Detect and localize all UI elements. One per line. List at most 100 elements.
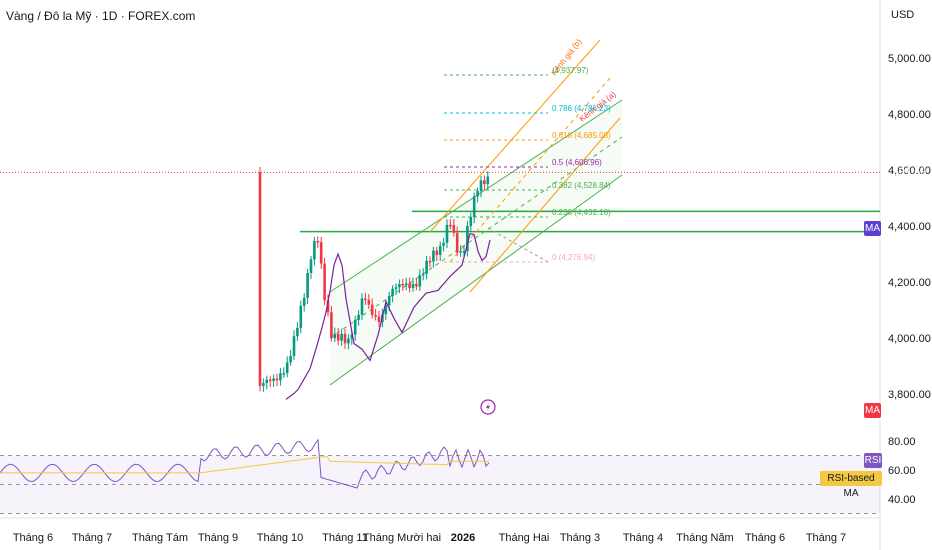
candle[interactable]: [285, 356, 289, 378]
candle-body: [360, 298, 364, 315]
candle[interactable]: [472, 192, 476, 224]
candle[interactable]: [282, 367, 286, 379]
candle[interactable]: [428, 256, 432, 268]
lightning-icon[interactable]: [480, 399, 496, 415]
fib-level-label: 0.786 (4,786.23): [552, 104, 611, 113]
rsi-tag[interactable]: RSI: [864, 453, 882, 468]
candle[interactable]: [357, 310, 360, 326]
ma-indicator-tag[interactable]: MA: [864, 403, 881, 418]
rsi-ma-line[interactable]: [0, 455, 489, 474]
candle[interactable]: [425, 255, 428, 280]
candle[interactable]: [452, 218, 456, 237]
candle[interactable]: [483, 175, 486, 190]
candle[interactable]: [391, 285, 394, 303]
candle[interactable]: [268, 376, 272, 388]
candle-body: [258, 172, 262, 386]
time-axis-label: Tháng 7: [806, 532, 846, 544]
candle[interactable]: [377, 310, 381, 327]
candle[interactable]: [258, 166, 262, 392]
candle[interactable]: [262, 378, 265, 392]
channel-a-upper[interactable]: [329, 99, 623, 293]
candle[interactable]: [394, 283, 398, 296]
candle[interactable]: [459, 245, 462, 257]
candle[interactable]: [404, 277, 408, 291]
candle[interactable]: [292, 330, 296, 361]
candle[interactable]: [479, 176, 483, 198]
candle[interactable]: [469, 212, 473, 233]
candle-body: [306, 273, 309, 298]
time-axis-label: Tháng Tám: [132, 532, 188, 544]
candle[interactable]: [306, 268, 309, 304]
candle[interactable]: [449, 218, 452, 230]
candle-body: [336, 333, 340, 341]
candle[interactable]: [445, 219, 449, 248]
fib-level-label: 0.236 (4,432.18): [552, 208, 611, 217]
candle[interactable]: [401, 278, 405, 291]
channel-b-lower[interactable]: [469, 117, 621, 293]
candle[interactable]: [340, 328, 343, 346]
candle[interactable]: [432, 246, 435, 268]
candle[interactable]: [299, 300, 303, 334]
candle-body: [340, 333, 343, 341]
candle-body: [401, 284, 405, 286]
candle[interactable]: [442, 237, 445, 252]
candle[interactable]: [265, 375, 269, 390]
candle[interactable]: [333, 327, 337, 343]
ma-price-tag[interactable]: MA: [864, 221, 881, 236]
candle[interactable]: [455, 226, 459, 257]
candle[interactable]: [336, 327, 340, 346]
currency-label[interactable]: USD: [891, 9, 915, 21]
candle[interactable]: [462, 245, 466, 257]
candle[interactable]: [411, 277, 415, 292]
candle[interactable]: [326, 294, 330, 317]
candle-body: [262, 383, 265, 386]
time-axis-label: 2026: [451, 532, 475, 544]
candle[interactable]: [476, 187, 479, 203]
candle[interactable]: [275, 373, 279, 387]
candle[interactable]: [330, 306, 333, 342]
candle[interactable]: [418, 269, 422, 291]
candle[interactable]: [364, 292, 367, 306]
candle[interactable]: [360, 293, 364, 321]
candle[interactable]: [438, 241, 442, 261]
candle[interactable]: [347, 334, 350, 350]
rsi-ma-tag[interactable]: RSI-based MA: [820, 471, 882, 499]
candle[interactable]: [343, 328, 347, 350]
candle[interactable]: [367, 294, 371, 309]
candle[interactable]: [313, 236, 316, 266]
candle[interactable]: [398, 279, 401, 294]
chart-title: Vàng / Đô la Mỹ · 1D · FOREX.com: [6, 9, 196, 23]
moving-average-line[interactable]: [285, 233, 491, 400]
candle[interactable]: [309, 255, 313, 280]
candle-body: [292, 336, 296, 357]
candle-body: [350, 334, 354, 339]
candle-body: [333, 333, 337, 339]
price-axis-label: 5,000.00: [888, 53, 931, 65]
price-tag-resistance: 4,452.16: [883, 205, 927, 217]
candle[interactable]: [323, 257, 326, 306]
candle[interactable]: [374, 308, 377, 321]
candle[interactable]: [316, 236, 320, 249]
candle-body: [466, 226, 469, 252]
candle-body: [449, 224, 452, 227]
candle[interactable]: [353, 316, 357, 341]
candle[interactable]: [272, 374, 275, 387]
candle[interactable]: [408, 277, 411, 293]
candle[interactable]: [302, 293, 306, 312]
rsi-line[interactable]: [0, 438, 490, 489]
channel-a-lower[interactable]: [329, 174, 623, 386]
candle[interactable]: [319, 236, 323, 270]
candle[interactable]: [279, 367, 282, 386]
candle[interactable]: [289, 349, 292, 366]
channel-b-upper[interactable]: [429, 39, 601, 233]
candle[interactable]: [421, 268, 425, 281]
candle[interactable]: [466, 220, 469, 257]
candle[interactable]: [370, 298, 374, 319]
candle[interactable]: [296, 322, 299, 341]
candle[interactable]: [486, 171, 490, 190]
candle[interactable]: [435, 246, 439, 262]
candle[interactable]: [415, 277, 418, 291]
price-axis-label: 4,200.00: [888, 277, 931, 289]
